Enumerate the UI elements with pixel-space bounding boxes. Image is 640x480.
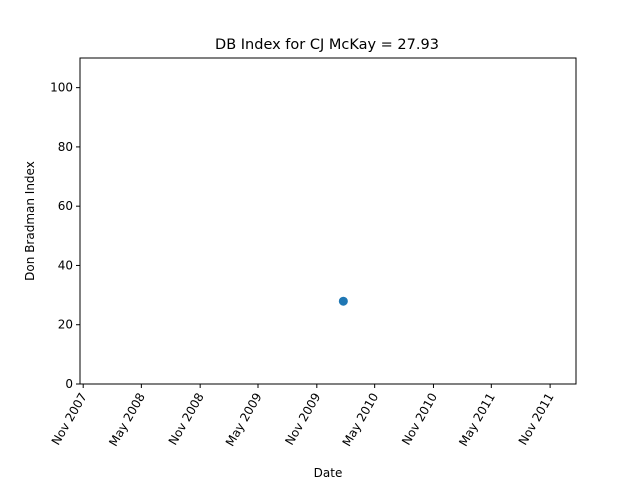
y-tick-label: 100 [50, 81, 73, 95]
plot-area [79, 57, 577, 385]
x-tick-label: Nov 2008 [166, 391, 207, 448]
y-axis-label: Don Bradman Index [23, 161, 37, 281]
y-axis: 0 20 40 60 80 100 [50, 81, 80, 391]
data-points [338, 296, 348, 306]
y-tick-label: 40 [58, 258, 73, 272]
x-tick-label: Nov 2010 [399, 391, 440, 448]
y-tick-label: 60 [58, 199, 73, 213]
y-tick-label: 20 [58, 318, 73, 332]
x-tick-label: May 2011 [456, 391, 498, 449]
y-tick-label: 0 [65, 377, 73, 391]
x-tick-label: May 2008 [106, 391, 148, 449]
x-tick-label: May 2010 [340, 391, 382, 449]
chart-title: DB Index for CJ McKay = 27.93 [215, 37, 439, 53]
x-axis: Nov 2007 May 2008 Nov 2008 May 2009 Nov 2009… [49, 384, 557, 449]
x-axis-label: Date [314, 466, 343, 480]
data-point [338, 296, 348, 306]
x-tick-label: Nov 2009 [282, 391, 323, 448]
y-tick-label: 80 [58, 140, 73, 154]
x-tick-label: Nov 2007 [49, 391, 90, 448]
x-tick-label: May 2009 [223, 391, 265, 449]
x-tick-label: Nov 2011 [516, 391, 557, 448]
